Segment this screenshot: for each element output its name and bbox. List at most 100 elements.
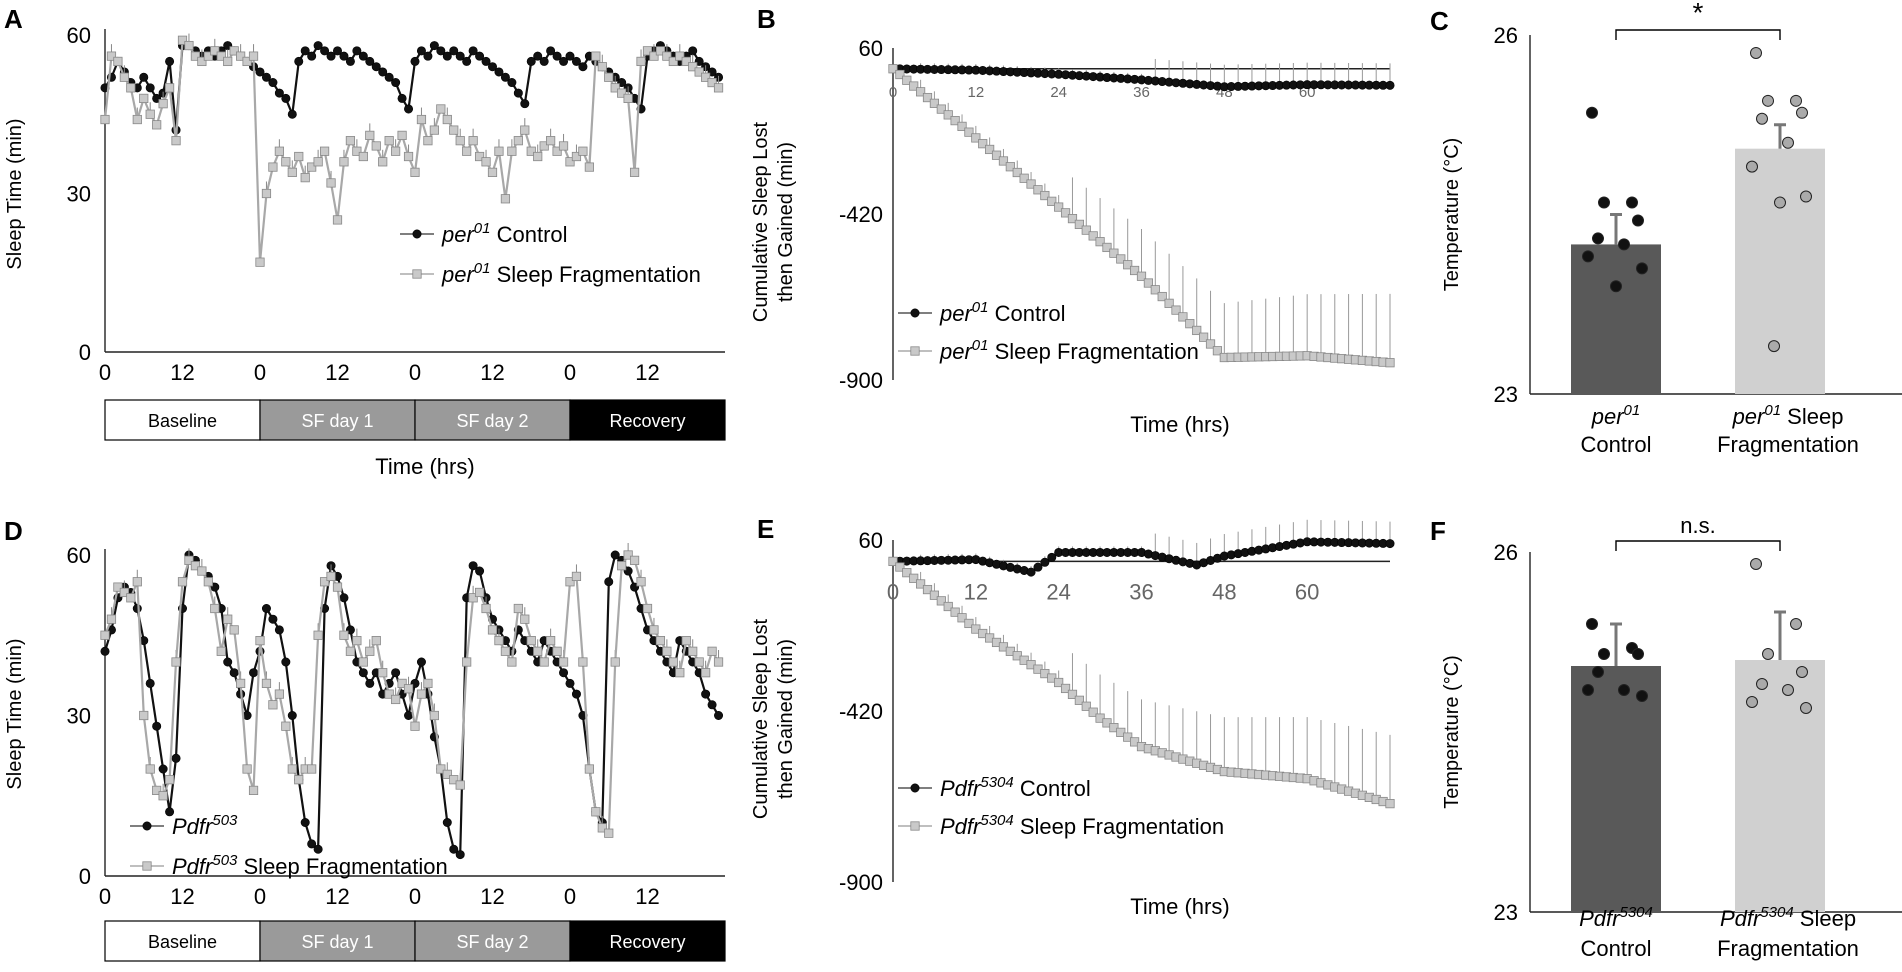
x-tick-label: 0 [887,579,899,604]
data-point [1592,666,1604,678]
x-tick-label: 12 [964,579,988,604]
panel-label-C: C [1430,6,1449,36]
data-point [1762,648,1774,660]
sf-point [436,764,446,774]
sf-point [158,791,168,801]
sf-point [1129,265,1140,276]
sf-point [1116,254,1126,264]
data-point [1610,280,1622,293]
legend-label-rest: Sleep Fragmentation [237,854,447,879]
sf-point [1109,723,1119,733]
sf-point [384,689,394,699]
sf-point [1047,196,1057,206]
sf-point [203,577,213,587]
sf-point [287,764,297,774]
sf-point [332,582,343,592]
day-block [569,399,726,441]
control-point [436,46,446,56]
sf-point [468,593,478,603]
sf-point [494,636,504,646]
sf-point [236,678,246,689]
sf-point [113,582,123,592]
sf-point [365,646,375,656]
control-point [223,657,233,667]
y-axis-title: Temperature (°C) [1441,138,1463,292]
sf-point [950,607,960,617]
panel-E: 60 -420 -900 0 12 24 36 48 60 Time (hrs) Pdfr5304 … [839,519,1395,919]
legend-marker [910,783,920,793]
control-point [139,72,149,82]
significance-label: n.s. [1680,513,1715,538]
sf-point [449,775,459,785]
day-block [104,920,261,962]
sf-point [365,130,375,140]
sf-point [552,646,562,656]
y-tick-label: -900 [839,368,883,393]
sf-point [184,555,194,565]
sf-point [462,657,472,667]
control-point [100,646,110,656]
control-point [404,710,414,720]
sf-point [1005,162,1015,172]
category-label-italic: per [1591,404,1625,429]
sf-point [203,51,213,61]
legend-label: per01 Control [441,220,568,247]
legend-label-rest: Control [490,222,567,247]
sf-point [429,710,439,721]
legend-label: Pdfr5304 Sleep Fragmentation [940,812,1224,839]
sf-point [378,668,388,678]
sf-point [985,144,995,155]
sf-point [675,668,685,678]
x-tick-label: 36 [1133,84,1150,101]
sf-point [371,141,381,151]
control-point [520,99,530,109]
category-label: per01 Sleep [1732,402,1844,429]
sf-point [190,561,201,571]
data-point [1768,340,1780,353]
x-tick-label: 0 [889,84,897,101]
sf-point [397,130,407,140]
sf-point [1116,727,1126,737]
sf-point [513,603,523,614]
sf-point [184,40,194,51]
bar [1571,666,1661,912]
control-point [313,844,323,854]
legend-label: Pdfr503 Sleep Fragmentation [172,852,448,879]
sf-point [675,51,685,61]
sf-point [584,764,594,774]
sf-point [1088,707,1098,717]
sf-point [902,568,912,578]
control-point [281,657,291,667]
sf-point [943,110,953,120]
sf-point [442,114,452,125]
category-label: Pdfr5304 Sleep [1720,904,1856,931]
sf-point [922,584,933,595]
y-tick-label: 0 [79,864,91,889]
sf-point [610,83,620,93]
sf-point [223,56,233,67]
day-block [259,399,416,441]
legend-label-italic: Pdfr [940,776,982,801]
panel-label-D: D [4,516,23,546]
sf-point [1123,260,1133,270]
sf-point [694,67,704,77]
data-point [1586,618,1598,630]
sf-point [106,614,117,624]
control-point [152,721,162,731]
control-point [307,839,317,849]
data-point [1746,160,1758,173]
sf-point [950,116,960,126]
x-axis-title: Time (hrs) [375,454,474,479]
sf-point [391,694,401,705]
sf-point [210,46,220,56]
sf-point [152,120,162,130]
sf-point [100,114,110,125]
sf-point [248,51,259,61]
y-axis-title-line1: Cumulative Sleep Lost [750,122,772,323]
sf-point [895,562,905,572]
sf-point [662,51,672,61]
control-point [455,51,465,61]
data-point [1774,196,1786,209]
